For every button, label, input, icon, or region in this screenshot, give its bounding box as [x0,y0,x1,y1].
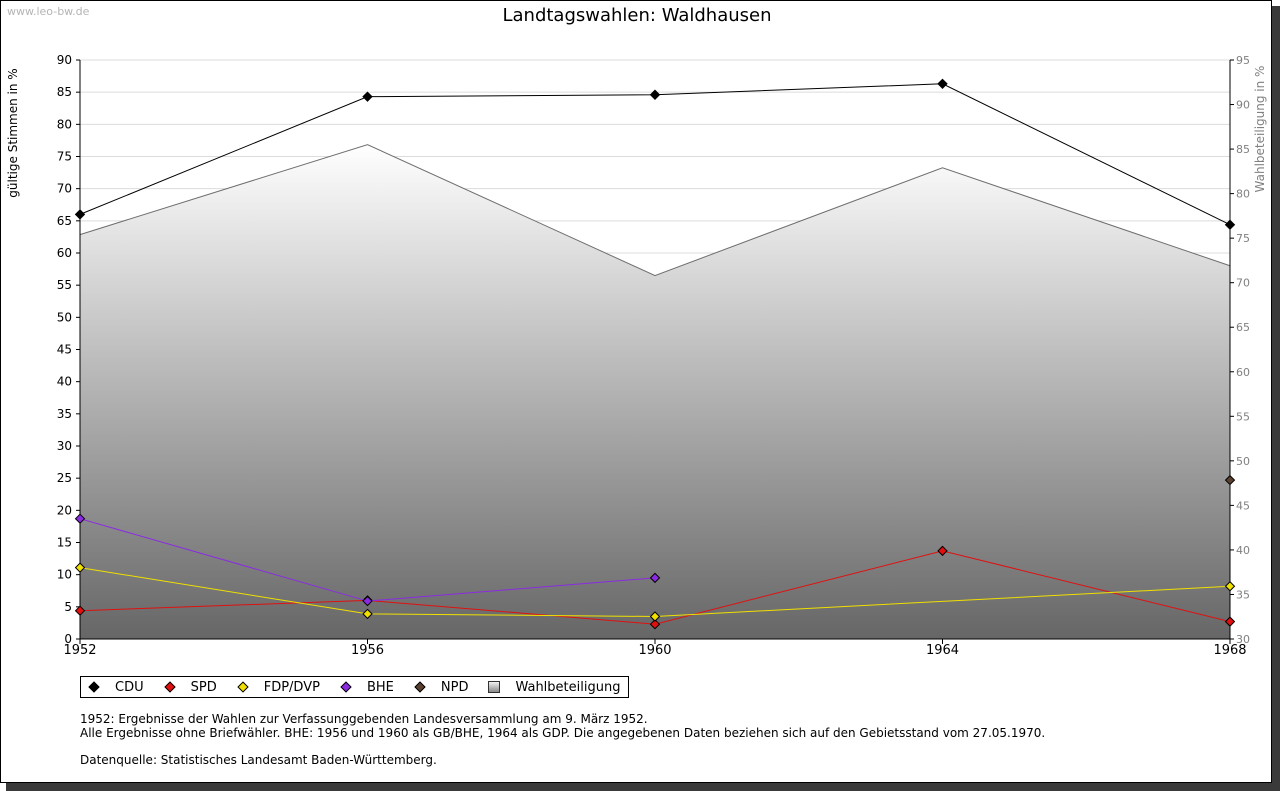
y-tick-label: 35 [57,407,72,421]
y-tick-label: 60 [57,246,72,260]
y-tick-label: 25 [57,471,72,485]
legend-npd-label: NPD [440,679,469,695]
y-tick-label: 45 [57,343,72,357]
x-tick-label: 1968 [1213,643,1246,658]
legend: CDU SPD FDP/DVP BHE NPD Wahlbeteiligung [80,676,630,698]
footnote-line: 1952: Ergebnisse der Wahlen zur Verfassu… [80,712,648,726]
y2-tick-label: 30 [1236,633,1250,646]
x-tick-label: 1960 [638,643,671,658]
npd-point [1224,474,1236,486]
y-tick-label: 50 [57,310,72,324]
legend-item-spd: SPD [161,680,217,695]
chart-title: Landtagswahlen: Waldhausen [502,5,771,26]
bhe-point [649,572,661,584]
y2-axis-label: Wahlbeteiligung in % [1253,66,1267,193]
x-tick-label: 1952 [63,643,96,658]
y-tick-label: 70 [57,182,72,196]
y-axis-label: gültige Stimmen in % [6,68,20,197]
legend-fdp-label: FDP/DVP [263,679,320,695]
y2-tick-label: 70 [1236,277,1250,290]
legend-item-cdu: CDU [85,680,144,695]
legend-item-bhe: BHE [337,680,394,695]
spd-point [649,618,661,630]
frame-shadow-right [1272,6,1280,791]
y-tick-label: 5 [64,600,72,614]
wahlbeteiligung-line [79,144,1231,277]
bhe-point [362,595,373,607]
y2-tick-label: 75 [1236,232,1250,245]
legend-item-wahlbeteiligung: Wahlbeteiligung [485,680,620,695]
fdp-dvp-point [74,562,86,573]
y2-tick-label: 45 [1236,499,1250,512]
y2-tick-label: 80 [1236,188,1250,201]
cdu-point [74,209,86,220]
y-tick-label: 20 [57,503,72,517]
footnote-line: Alle Ergebnisse ohne Briefwähler. BHE: 1… [80,725,1046,740]
legend-item-fdp: FDP/DVP [234,680,320,695]
y-tick-label: 0 [64,632,72,646]
legend-bhe-label: BHE [366,679,394,695]
fdp-dvp-line [79,567,1231,617]
footnotes: 1952: Ergebnisse der Wahlen zur Verfassu… [80,712,1046,740]
y-tick-label: 65 [57,214,72,228]
y2-tick-label: 90 [1236,99,1250,112]
y-tick-label: 40 [57,375,72,389]
legend-cdu-label: CDU [115,679,144,695]
y-tick-label: 30 [57,439,72,453]
cdu-point [362,91,373,102]
y-tick-label: 10 [57,568,72,582]
legend-spd-marker [163,681,176,693]
legend-spd-label: SPD [190,679,217,695]
frame-shadow-bottom [6,783,1280,791]
y-tick-label: 80 [57,117,72,131]
data-source: Datenquelle: Statistisches Landesamt Bad… [80,753,437,767]
y-tick-label: 15 [57,536,72,550]
fdp-dvp-point [362,608,373,620]
y-tick-label: 90 [57,53,72,67]
spd-point [1224,616,1236,627]
y2-tick-label: 60 [1236,366,1250,379]
y-tick-label: 85 [57,85,72,99]
legend-cdu-marker [88,681,100,693]
y2-tick-label: 35 [1236,588,1250,601]
y2-tick-label: 95 [1236,54,1250,67]
legend-item-npd: NPD [411,679,469,695]
x-tick-label: 1956 [351,643,384,658]
y2-tick-label: 55 [1236,410,1250,423]
spd-point [937,545,948,557]
bhe-point [74,513,86,524]
cdu-point [937,78,948,90]
y2-tick-label: 65 [1236,321,1250,334]
cdu-point [1224,219,1236,230]
watermark: www.leo-bw.de [7,5,90,18]
legend-bhe-marker [340,681,352,693]
y2-tick-label: 85 [1236,143,1250,156]
y2-tick-label: 50 [1236,455,1250,468]
cdu-point [649,89,661,100]
y-tick-label: 55 [57,278,72,292]
wahlbeteiligung-area [80,144,1230,639]
legend-wahlbeteiligung-marker [488,681,501,693]
legend-fdp-marker [237,681,249,693]
y2-tick-label: 40 [1236,544,1250,557]
x-tick-label: 1964 [926,643,959,658]
fdp-dvp-point [1224,581,1236,592]
spd-point [74,605,86,616]
legend-npd-marker [414,681,426,693]
y-tick-label: 75 [57,150,72,164]
legend-wahlbeteiligung-label: Wahlbeteiligung [515,679,621,695]
fdp-dvp-point [649,611,661,622]
